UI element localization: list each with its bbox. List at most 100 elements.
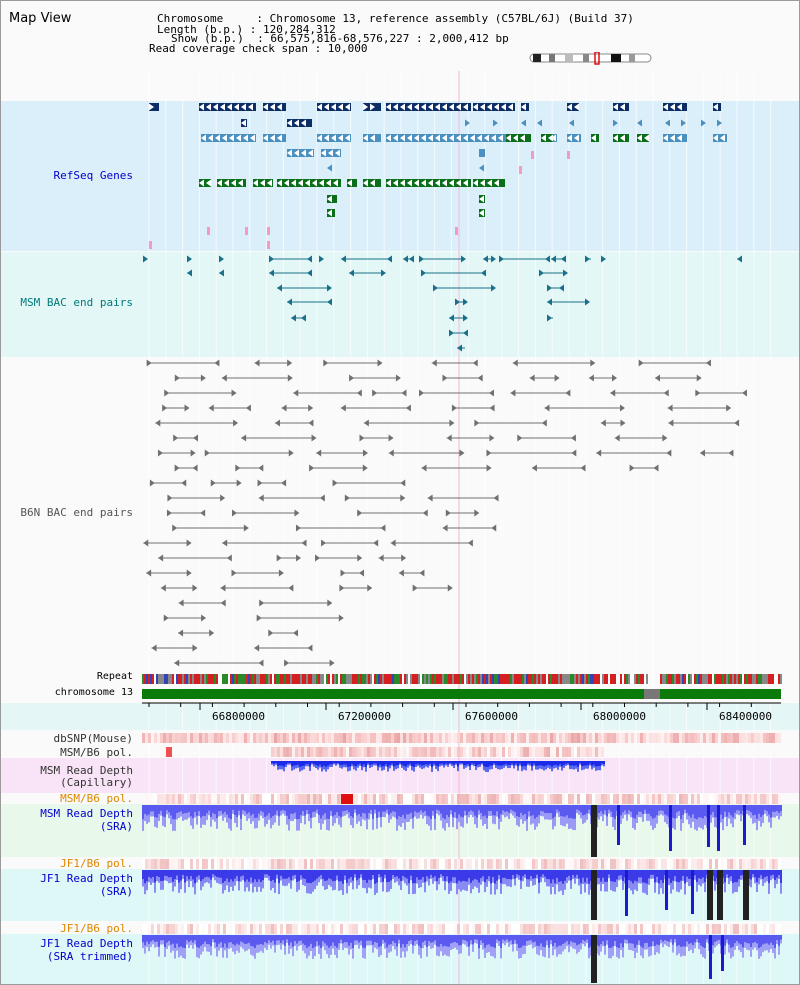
snp-density-cell <box>322 859 325 869</box>
read-depth-bar <box>508 935 510 942</box>
repeat-element <box>480 674 482 684</box>
read-depth-bar <box>268 805 270 814</box>
gene-strand-arrow <box>456 134 461 142</box>
read-depth-bar <box>178 935 180 948</box>
track-label-refseq[interactable]: RefSeq Genes <box>53 169 133 182</box>
repeat-element <box>220 674 222 684</box>
read-depth-bar <box>582 870 584 878</box>
read-depth-bar <box>408 935 410 942</box>
snp-density-cell <box>352 733 355 743</box>
read-depth-bar <box>158 935 160 947</box>
read-depth-bar <box>654 805 656 818</box>
bac-end <box>301 539 307 547</box>
snp-density-cell <box>304 859 307 869</box>
track-label-jf1-b6-pol-2[interactable]: JF1/B6 pol. <box>60 922 133 935</box>
read-depth-bar <box>726 870 728 875</box>
track-label-jf1-b6-pol[interactable]: JF1/B6 pol. <box>60 857 133 870</box>
track-label-msm-bac[interactable]: MSM BAC end pairs <box>20 296 133 309</box>
snp-density-cell <box>367 859 370 869</box>
repeat-element <box>444 674 446 684</box>
info-show: Show (b.p.) : 66,575,816-68,576,227 : 2,… <box>171 32 509 45</box>
snp-density-cell <box>766 859 769 869</box>
snp-density-cell <box>166 924 169 934</box>
bac-end <box>158 554 164 562</box>
read-depth-bar <box>514 870 516 879</box>
snp-density-cell <box>286 747 289 757</box>
track-label-b6n-bac[interactable]: B6N BAC end pairs <box>20 506 133 519</box>
snp-density-cell <box>508 859 511 869</box>
read-depth-bar <box>680 805 682 820</box>
gene-strand-arrow <box>321 149 326 157</box>
bac-end <box>245 404 251 412</box>
read-depth-bar <box>164 870 166 876</box>
repeat-element <box>160 674 162 684</box>
snp-density-cell <box>637 733 640 743</box>
read-depth-bar <box>216 870 218 878</box>
track-label-msm-depth-sra-sub[interactable]: (SRA) <box>99 820 133 833</box>
chromosome-ideogram[interactable] <box>529 52 653 66</box>
snp-density-cell <box>463 859 466 869</box>
repeat-element <box>288 674 290 684</box>
track-label-msm-b6-pol-sra[interactable]: MSM/B6 pol. <box>60 792 133 805</box>
track-label-jf1-depth-trimmed-sub[interactable]: (SRA trimmed) <box>46 950 133 963</box>
snp-density-cell <box>736 794 739 804</box>
read-depth-bar <box>660 870 662 881</box>
read-depth-bar <box>359 761 361 764</box>
read-depth-bar <box>762 805 764 815</box>
snp-density-cell <box>301 747 304 757</box>
read-depth-bar <box>618 870 620 876</box>
repeat-element <box>510 674 512 684</box>
read-depth-bar <box>210 935 212 947</box>
repeat-element <box>416 674 418 684</box>
track-label-jf1-depth-sra[interactable]: JF1 Read Depth <box>40 872 133 885</box>
gene-strand-arrow <box>317 134 322 142</box>
read-depth-bar <box>394 935 396 943</box>
read-depth-bar <box>489 761 491 766</box>
track-label-jf1-depth-trimmed[interactable]: JF1 Read Depth <box>40 937 133 950</box>
read-depth-bar <box>405 761 407 767</box>
gene-block <box>567 103 579 111</box>
read-depth-bar <box>734 870 736 883</box>
read-depth-bar <box>407 761 409 765</box>
snp-density-cell <box>475 924 478 934</box>
snp-density-cell <box>280 747 283 757</box>
track-label-jf1-depth-sra-sub[interactable]: (SRA) <box>99 885 133 898</box>
bac-end <box>696 374 702 382</box>
gene-strand-arrow <box>386 134 391 142</box>
read-depth-bar <box>202 805 204 816</box>
read-depth-bar <box>184 935 186 949</box>
snp-density-cell <box>217 794 220 804</box>
read-depth-bar <box>632 935 634 944</box>
read-depth-bar <box>250 805 252 816</box>
read-depth-bar <box>564 805 566 817</box>
read-depth-bar <box>640 935 642 947</box>
snp-density-cell <box>649 924 652 934</box>
track-label-msm-depth-sra[interactable]: MSM Read Depth <box>40 807 133 820</box>
snp-density-cell <box>469 794 472 804</box>
snp-density-cell <box>475 733 478 743</box>
read-depth-bar <box>206 870 208 877</box>
gene-strand-arrow <box>574 103 579 111</box>
bac-end <box>459 449 465 457</box>
read-depth-bar <box>694 935 696 943</box>
gene-block <box>479 149 485 157</box>
read-depth-bar <box>412 805 414 819</box>
read-depth-bar <box>425 761 427 765</box>
read-depth-bar <box>386 805 388 810</box>
snp-density-cell <box>328 733 331 743</box>
bac-end <box>388 449 394 457</box>
snp-density-cell <box>550 794 553 804</box>
gene-arrow <box>521 119 526 127</box>
gene-strand-arrow <box>421 103 426 111</box>
snp-density-cell <box>379 747 382 757</box>
gene-arrow <box>717 119 722 127</box>
snp-density-cell <box>358 733 361 743</box>
snp-density-cell <box>604 733 607 743</box>
snp-density-cell <box>769 733 772 743</box>
read-depth-bar <box>390 870 392 881</box>
read-depth-bar <box>218 805 220 812</box>
snp-density-cell <box>232 794 235 804</box>
read-depth-bar <box>778 805 780 813</box>
snp-density-cell <box>628 794 631 804</box>
